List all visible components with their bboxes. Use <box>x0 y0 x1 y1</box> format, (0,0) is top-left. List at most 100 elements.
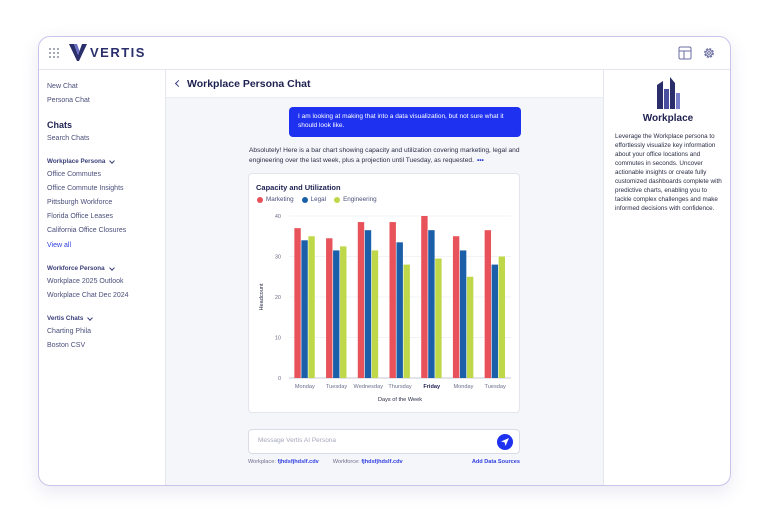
bar-marketing <box>389 222 396 378</box>
bar-legal <box>491 264 499 378</box>
persona-chat-link[interactable]: Persona Chat <box>47 97 90 104</box>
legend-label: Legal <box>310 196 327 203</box>
bar-legal <box>396 242 403 378</box>
x-tick-label: Tuesday <box>326 384 347 390</box>
group-label: Workforce Persona <box>47 265 105 272</box>
legend-item: Engineering <box>334 196 377 203</box>
top-bar: VERTIS <box>39 37 730 70</box>
y-tick-label: 30 <box>275 255 281 261</box>
y-tick-label: 40 <box>275 214 281 220</box>
add-data-sources-link[interactable]: Add Data Sources <box>471 459 520 465</box>
bar-marketing <box>421 216 428 378</box>
bar-marketing <box>452 236 460 378</box>
app-window: VERTIS New Chat Persona Chat Chats <box>38 36 731 486</box>
sidebar-item-office-commute-insights[interactable]: Office Commute Insights <box>47 185 124 192</box>
chart-title: Capacity and Utilization <box>256 183 341 192</box>
legend-swatch <box>301 196 308 203</box>
sidebar-item-boston-csv[interactable]: Boston CSV <box>47 342 86 349</box>
more-options-icon[interactable]: ••• <box>476 156 484 164</box>
assistant-message: Absolutely! Here is a bar chart showing … <box>249 146 524 165</box>
x-tick-label: Monday <box>295 384 315 390</box>
x-tick-label: Friday <box>423 384 441 390</box>
x-tick-label: Wednesday <box>354 384 384 390</box>
assistant-message-text: Absolutely! Here is a bar chart showing … <box>249 147 520 164</box>
x-axis-label: Days of the Week <box>378 397 422 403</box>
sidebar-item-workplace-2025-outlook[interactable]: Workplace 2025 Outlook <box>47 278 124 285</box>
page-title: Workplace Persona Chat <box>187 77 311 90</box>
bar-legal <box>333 250 340 378</box>
message-input[interactable] <box>258 437 488 444</box>
bar-legal <box>459 250 467 378</box>
sidebar-item-office-commutes[interactable]: Office Commutes <box>47 171 101 178</box>
bar-engineering <box>435 258 442 378</box>
chat-header: Workplace Persona Chat <box>166 70 603 98</box>
chevron-left-icon[interactable] <box>174 79 183 88</box>
send-button[interactable] <box>497 434 513 450</box>
sidebar-item-workplace-chat-dec-2024[interactable]: Workplace Chat Dec 2024 <box>47 292 129 299</box>
grid-dots-icon[interactable] <box>49 48 59 58</box>
group-label: Vertis Chats <box>47 315 84 322</box>
message-input-bar <box>248 429 520 454</box>
legend-swatch <box>334 196 341 203</box>
app-name: VERTIS <box>90 45 146 60</box>
persona-panel: Workplace Leverage the Workplace persona… <box>603 70 730 485</box>
workforce-source-label: Workforce: <box>332 459 360 465</box>
bar-legal <box>428 230 435 378</box>
search-chats-link[interactable]: Search Chats <box>47 135 90 142</box>
legend-label: Engineering <box>343 196 377 203</box>
user-message: I am looking at making that into a data … <box>289 107 521 137</box>
chat-main: Workplace Persona Chat I am looking at m… <box>166 70 603 485</box>
persona-title: Workplace <box>642 113 694 124</box>
logo-mark-icon <box>69 44 87 61</box>
bar-legal <box>301 240 308 378</box>
bar-marketing <box>357 222 365 378</box>
bar-engineering <box>498 256 506 378</box>
bar-engineering <box>403 264 410 378</box>
new-chat-link[interactable]: New Chat <box>47 83 78 90</box>
persona-description: Leverage the Workplace persona to effort… <box>615 133 722 212</box>
workplace-source-file[interactable]: fjhdsfjhdslf.cdv <box>277 459 319 465</box>
group-vertis-chats[interactable]: Vertis Chats <box>47 313 165 325</box>
y-tick-label: 20 <box>275 295 281 301</box>
bar-engineering <box>466 276 474 378</box>
bar-marketing <box>326 238 333 378</box>
chevron-down-icon <box>87 315 94 321</box>
send-icon <box>501 438 509 446</box>
x-tick-label: Tuesday <box>485 384 506 390</box>
bar-marketing <box>484 230 492 378</box>
data-sources-row: Workplace: fjhdsfjhdslf.cdv Workforce: f… <box>248 459 520 465</box>
bar-engineering <box>308 236 315 378</box>
chevron-down-icon <box>108 265 115 271</box>
gear-icon[interactable] <box>702 46 716 60</box>
bar-chart: 0 10 20 30 40 Monday Tuesday Wednesday Thursday F… <box>259 214 511 403</box>
chart-card: Capacity and Utilization Marketing Legal E… <box>248 173 520 413</box>
chevron-down-icon <box>109 158 116 164</box>
legend-swatch <box>257 196 263 203</box>
workforce-source-file[interactable]: fjhdsfjhdslf.cdv <box>361 459 403 465</box>
bar-engineering <box>371 250 379 378</box>
layout-panel-icon[interactable] <box>678 46 692 60</box>
buildings-icon <box>655 77 681 109</box>
bar-legal <box>364 230 372 378</box>
group-label: Workplace Persona <box>47 158 106 165</box>
x-tick-label: Thursday <box>388 384 412 390</box>
bar-engineering <box>340 246 347 378</box>
sidebar-item-florida-office-leases[interactable]: Florida Office Leases <box>47 213 114 220</box>
legend-label: Marketing <box>266 196 294 203</box>
y-tick-label: 10 <box>275 336 281 342</box>
sidebar-item-pittsburgh-workforce[interactable]: Pittsburgh Workforce <box>47 199 113 206</box>
legend-item: Legal <box>301 196 327 203</box>
bar-marketing <box>294 228 301 378</box>
sidebar-item-california-office-closures[interactable]: California Office Closures <box>47 227 127 234</box>
sidebar-item-charting-phila[interactable]: Charting Phila <box>47 328 91 335</box>
sidebar: New Chat Persona Chat Chats Search Chats… <box>39 70 166 485</box>
view-all-link[interactable]: View all <box>47 242 71 249</box>
chats-heading: Chats <box>47 120 73 130</box>
workplace-source-label: Workplace: <box>248 459 276 465</box>
chart-legend: Marketing Legal Engineering <box>257 196 377 203</box>
group-workforce-persona[interactable]: Workforce Persona <box>47 263 165 275</box>
logo: VERTIS <box>69 44 146 61</box>
x-tick-label: Monday <box>453 384 473 390</box>
y-tick-label: 0 <box>278 376 281 382</box>
group-workplace-persona[interactable]: Workplace Persona <box>47 156 165 168</box>
